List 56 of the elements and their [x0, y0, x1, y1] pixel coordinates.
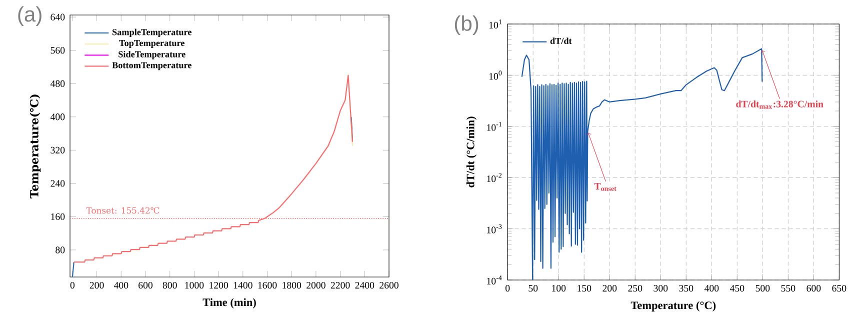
chart-title: (b) [454, 15, 478, 36]
x-tick-label: 300 [654, 284, 668, 292]
x-tick-label: 2400 [355, 282, 374, 289]
y-tick-label: 320 [50, 146, 65, 154]
y-tick-label: 10$^{0}$ [489, 70, 502, 80]
y-tick-label: 10$^{-3}$ [487, 224, 502, 234]
legend-label: TopTemperature [119, 40, 184, 48]
y-tick-label: 400 [50, 114, 65, 120]
x-tick-label: 350 [679, 284, 694, 292]
x-tick-label: 100 [552, 284, 566, 292]
y-axis-title: Temperature(℃) [30, 94, 41, 198]
x-tick-label: 2200 [330, 282, 350, 289]
y-tick-label: 10$^{-2}$ [487, 173, 502, 182]
x-tick-label: 550 [781, 284, 796, 292]
y-tick-label: 240 [50, 180, 65, 187]
x-tick-label: 600 [138, 282, 152, 289]
y-tick-label: 10$^{-4}$ [487, 276, 502, 284]
y-tick-label: 160 [51, 213, 65, 220]
x-tick-label: 0 [70, 282, 75, 289]
legend-label: dT/dt [550, 38, 572, 44]
x-tick-label: 250 [628, 284, 642, 292]
y-tick-label: 480 [50, 80, 65, 87]
legend-label: SideTemperature [118, 50, 186, 60]
y-tick-label: 10$^{1}$ [489, 19, 502, 28]
y-tick-label: 560 [50, 47, 65, 54]
y-axis-title: dT/dt (°C/min) [466, 116, 477, 188]
x-tick-label: 1600 [258, 282, 277, 289]
annotation: dT/dt$_{max}$:3.28°C/min [736, 100, 824, 109]
x-tick-label: 450 [730, 284, 744, 292]
legend-label: SampleTemperature [112, 28, 192, 38]
x-tick-label: 1800 [282, 282, 302, 289]
x-tick-label: 150 [578, 284, 592, 292]
x-tick-label: 600 [806, 284, 821, 292]
x-tick-label: 200 [90, 282, 104, 289]
y-tick-label: 640 [50, 14, 65, 20]
x-tick-label: 1000 [185, 282, 204, 289]
chart-title: (a) [18, 6, 42, 26]
x-tick-label: 1200 [210, 282, 228, 289]
x-tick-label: 500 [756, 284, 770, 292]
ref-line-label: Tonset: 155.42℃ [86, 207, 160, 214]
y-tick-label: 10$^{-1}$ [487, 122, 502, 131]
x-axis-title: Time (min) [202, 298, 256, 308]
x-tick-label: 50 [528, 284, 538, 292]
x-tick-label: 200 [602, 284, 617, 292]
x-axis-title: Temperature (°C) [630, 301, 716, 312]
x-tick-label: 400 [114, 282, 128, 289]
x-tick-label: 800 [162, 282, 177, 289]
y-tick-label: 80 [56, 246, 65, 254]
x-tick-label: 2000 [306, 282, 326, 289]
annotation: T$_{onset}$ [594, 183, 616, 191]
x-tick-label: 0 [506, 284, 510, 292]
x-tick-label: 650 [832, 284, 846, 292]
x-tick-label: 2600 [380, 282, 398, 289]
x-tick-label: 1400 [234, 282, 252, 289]
x-tick-label: 400 [704, 284, 719, 292]
legend-label: BottomTemperature [112, 62, 192, 70]
